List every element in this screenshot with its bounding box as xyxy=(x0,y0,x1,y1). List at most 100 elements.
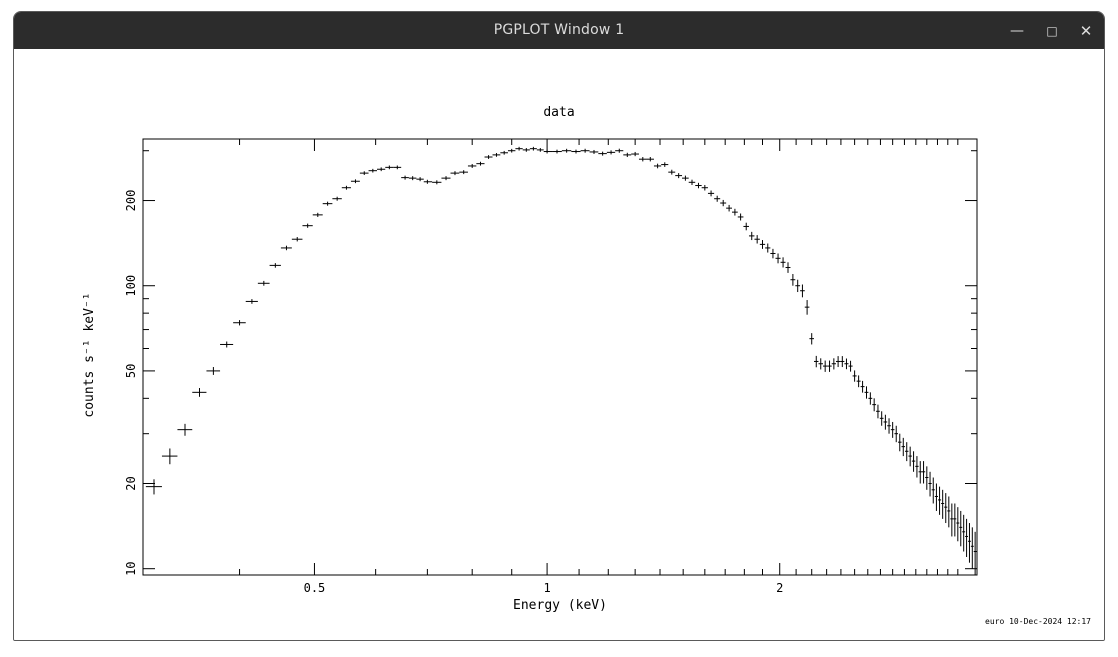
data-point-3 xyxy=(192,388,207,397)
data-point-97 xyxy=(876,404,880,419)
data-point-42 xyxy=(552,149,562,154)
data-point-125 xyxy=(968,523,971,563)
data-point-0 xyxy=(145,479,162,495)
data-point-118 xyxy=(947,496,951,528)
data-point-116 xyxy=(941,489,945,519)
data-point-94 xyxy=(864,386,869,399)
data-point-120 xyxy=(953,503,957,537)
data-point-87 xyxy=(835,356,841,368)
chart-title: data xyxy=(543,105,574,120)
plot-timestamp: euro 10-Dec-2024 12:17 xyxy=(985,617,1091,626)
data-point-98 xyxy=(879,411,884,426)
data-point-100 xyxy=(887,418,891,434)
data-point-126 xyxy=(970,527,974,569)
data-point-35 xyxy=(500,150,508,155)
data-point-23 xyxy=(401,175,409,180)
data-point-43 xyxy=(561,148,572,153)
data-point-30 xyxy=(459,170,468,175)
data-point-61 xyxy=(701,184,708,191)
data-point-58 xyxy=(682,175,689,181)
y-axis-label: counts s⁻¹ keV⁻¹ xyxy=(82,292,97,417)
data-point-115 xyxy=(937,486,942,515)
data-point-77 xyxy=(790,274,796,286)
data-point-59 xyxy=(688,179,696,185)
data-point-124 xyxy=(965,518,969,557)
data-point-5 xyxy=(220,341,234,348)
data-point-68 xyxy=(743,222,749,231)
data-point-109 xyxy=(918,461,922,484)
data-point-50 xyxy=(623,152,632,158)
x-axis-label: Energy (keV) xyxy=(513,598,607,613)
y-tick-label-4: 200 xyxy=(124,190,138,212)
data-point-84 xyxy=(822,360,828,372)
data-point-75 xyxy=(780,257,786,268)
data-point-83 xyxy=(818,358,823,370)
data-point-33 xyxy=(484,155,493,159)
data-point-103 xyxy=(897,433,902,452)
data-point-62 xyxy=(707,190,715,197)
data-point-106 xyxy=(908,446,912,467)
data-point-122 xyxy=(959,510,963,547)
data-point-51 xyxy=(631,151,639,157)
data-point-123 xyxy=(962,514,966,552)
data-point-37 xyxy=(515,146,523,151)
data-point-71 xyxy=(759,240,766,249)
maximize-icon[interactable]: □ xyxy=(1046,24,1058,38)
data-point-53 xyxy=(646,157,654,162)
data-point-112 xyxy=(928,471,932,497)
data-point-56 xyxy=(668,169,676,175)
data-point-48 xyxy=(606,150,616,155)
data-point-12 xyxy=(302,223,313,228)
data-point-57 xyxy=(675,173,683,179)
data-point-64 xyxy=(720,199,727,207)
data-point-41 xyxy=(543,149,553,154)
data-point-46 xyxy=(589,149,599,154)
data-point-99 xyxy=(883,414,888,430)
data-point-40 xyxy=(536,148,544,152)
minimize-icon[interactable]: — xyxy=(1010,23,1024,39)
spectrum-chart: data 0.5 1 2 10 20 50 100 200 Energy (keV) cou… xyxy=(82,105,1091,626)
data-point-47 xyxy=(598,151,607,156)
data-point-69 xyxy=(748,231,755,241)
data-point-54 xyxy=(653,163,662,169)
data-point-31 xyxy=(467,164,477,168)
data-point-34 xyxy=(492,153,501,157)
data-point-65 xyxy=(726,204,733,212)
data-point-49 xyxy=(615,148,624,153)
close-icon[interactable]: ✕ xyxy=(1079,22,1093,40)
data-point-108 xyxy=(915,456,919,478)
data-point-8 xyxy=(257,280,270,286)
data-point-44 xyxy=(571,149,581,154)
data-point-21 xyxy=(385,165,394,170)
data-point-82 xyxy=(813,355,819,368)
x-tick-label-1: 1 xyxy=(543,581,550,595)
data-point-101 xyxy=(890,421,895,438)
x-tick-label-2: 2 xyxy=(776,581,783,595)
data-point-6 xyxy=(233,320,246,326)
y-tick-label-1: 20 xyxy=(124,476,138,490)
data-point-95 xyxy=(868,392,873,405)
data-point-92 xyxy=(856,375,861,388)
data-point-39 xyxy=(529,146,537,151)
title-bar[interactable]: PGPLOT Window 1 — □ ✕ xyxy=(14,12,1104,49)
data-point-1 xyxy=(161,448,178,465)
data-point-9 xyxy=(269,263,281,268)
data-point-66 xyxy=(732,208,738,216)
plot-frame xyxy=(142,138,978,576)
data-point-121 xyxy=(956,507,960,542)
data-point-29 xyxy=(450,171,460,176)
data-point-28 xyxy=(441,176,451,181)
data-point-119 xyxy=(950,503,954,537)
data-point-107 xyxy=(911,451,916,472)
data-point-104 xyxy=(901,437,906,457)
data-point-74 xyxy=(775,253,781,264)
data-point-14 xyxy=(322,201,333,206)
data-point-91 xyxy=(852,370,857,382)
data-point-36 xyxy=(507,148,516,153)
data-point-73 xyxy=(770,248,776,259)
data-point-52 xyxy=(638,157,647,162)
data-point-10 xyxy=(280,245,292,251)
x-tick-label-0: 0.5 xyxy=(304,581,326,595)
data-points xyxy=(145,146,977,575)
data-point-25 xyxy=(416,177,424,182)
